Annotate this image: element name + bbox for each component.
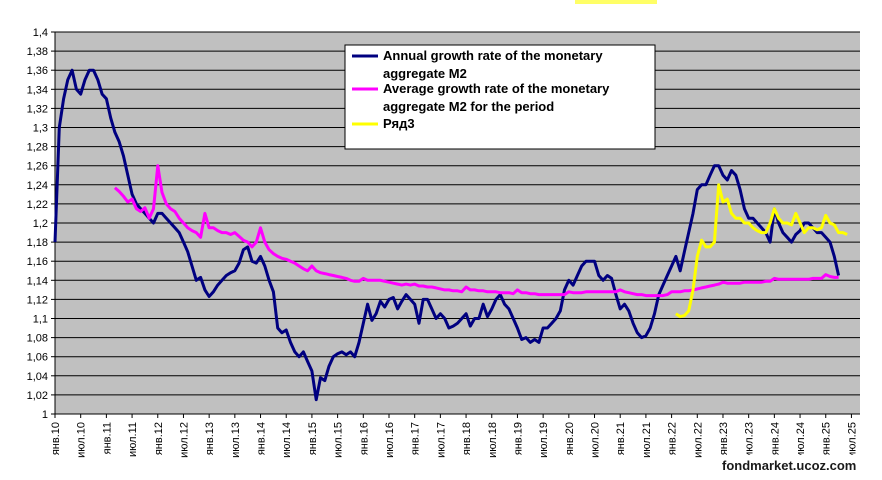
x-tick-label: янв.18 [461,422,473,455]
y-tick-label: 1,1 [33,314,48,326]
y-tick-label: 1,32 [27,103,48,115]
y-tick-label: 1,3 [33,123,48,135]
x-tick-label: июл.10 [76,422,88,458]
x-tick-label: июл.22 [692,422,704,458]
y-tick-label: 1,04 [27,371,48,383]
y-tick-label: 1,02 [27,390,48,402]
x-tick-label: янв.21 [615,422,627,455]
y-tick-label: 1,4 [33,27,48,39]
top-accent-bar [575,0,657,4]
y-tick-label: 1,12 [27,294,48,306]
y-tick-label: 1,34 [27,84,48,96]
y-tick-label: 1,28 [27,142,48,154]
y-tick-label: 1,38 [27,46,48,58]
y-tick-label: 1,14 [27,275,48,287]
x-tick-label: янв.19 [512,422,524,455]
x-tick-label: июл.24 [795,422,807,458]
y-tick-label: 1 [42,409,48,421]
x-tick-label: июл.25 [846,422,858,458]
x-tick-label: июл.17 [435,422,447,458]
y-tick-label: 1,22 [27,199,48,211]
x-tick-label: янв.20 [564,422,576,455]
legend-box [344,44,656,150]
x-tick-label: июл.16 [384,422,396,458]
legend-label-m2-annual: Annual growth rate of the monetary aggre… [383,48,606,81]
x-tick-label: янв.22 [667,422,679,455]
chart-legend: Annual growth rate of the monetary aggre… [344,44,656,150]
y-tick-label: 1,24 [27,180,48,192]
x-tick-label: янв.24 [769,422,781,455]
legend-label-series3: Ряд3 [383,116,415,131]
x-tick-label: янв.14 [256,422,268,455]
series-line-m2-annual [53,68,841,402]
watermark-bg [716,455,882,480]
x-tick-label: июл.11 [127,422,139,457]
x-tick-label: янв.23 [718,422,730,455]
series-line-series3 [675,183,848,319]
y-tick-label: 1,26 [27,161,48,173]
x-tick-label: июл.12 [178,422,190,458]
y-tick-label: 1,2 [33,218,48,230]
x-tick-label: янв.13 [204,422,216,455]
x-tick-label: июл.13 [230,422,242,458]
x-tick-label: июл.14 [281,422,293,458]
x-tick-label: янв.15 [307,422,319,455]
y-tick-label: 1,06 [27,352,48,364]
x-tick-label: янв.12 [153,422,165,455]
x-tick-label: янв.16 [358,422,370,455]
x-tick-label: июл.20 [590,422,602,458]
x-tick-label: июл.23 [744,422,756,458]
y-tick-label: 1,08 [27,333,48,345]
series-line-m2-average [113,164,839,298]
y-tick-label: 1,18 [27,237,48,249]
y-axis-ticks: 1 1,02 1,04 1,06 1,08 1,1 1,12 1,14 1,16 1,18 1,2 1… [27,27,860,421]
x-tick-label: янв.25 [821,422,833,455]
y-tick-label: 1,36 [27,65,48,77]
y-tick-label: 1,16 [27,256,48,268]
x-tick-label: июл.15 [333,422,345,458]
legend-label-m2-average: Average growth rate of the monetary aggr… [383,81,613,114]
series-lines [53,68,848,402]
x-tick-label: июл.21 [641,422,653,458]
x-axis-ticks: янв.10 июл.10 янв.11 июл.11 янв.12 июл.12 янв.… [50,414,858,458]
x-tick-label: июл.18 [487,422,499,458]
x-tick-label: янв.17 [410,422,422,455]
x-tick-label: июл.19 [538,422,550,458]
x-tick-label: янв.10 [50,422,62,455]
watermark-text: fondmarket.ucoz.com [722,458,856,473]
x-tick-label: янв.11 [101,422,113,454]
